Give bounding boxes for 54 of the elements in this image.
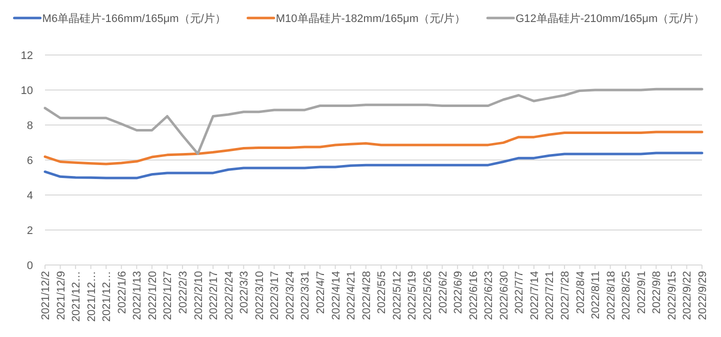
x-tick-label: 2021/12/2 xyxy=(40,271,52,320)
y-tick-label: 4 xyxy=(26,190,33,202)
x-tick-label: 2022/7/28 xyxy=(559,271,572,320)
x-tick-label: 2022/2/10 xyxy=(192,271,205,320)
y-tick-label: 0 xyxy=(26,260,33,272)
x-tick-label: 2022/5/12 xyxy=(391,271,404,320)
x-tick-label: 2022/1/6 xyxy=(116,271,128,314)
x-tick-label: 2022/6/16 xyxy=(468,271,480,320)
x-tick-label: 2022/1/20 xyxy=(146,271,159,320)
x-tick-label: 2022/8/18 xyxy=(605,271,618,320)
x-tick-label: 2022/5/26 xyxy=(422,271,434,320)
x-tick-label: 2022/4/21 xyxy=(346,271,358,320)
x-tick-label: 2022/5/5 xyxy=(376,271,388,314)
x-tick-label: 2022/4/28 xyxy=(360,271,373,320)
x-tick-label: 2022/8/4 xyxy=(574,271,587,314)
x-tick-label: 2021/12… xyxy=(86,271,98,322)
x-tick-label: 2022/2/24 xyxy=(223,271,236,320)
x-tick-label: 2022/6/30 xyxy=(498,271,510,320)
y-tick-label: 6 xyxy=(26,155,33,167)
x-tick-label: 2022/9/29 xyxy=(697,271,709,320)
x-tick-label: 2022/3/31 xyxy=(300,271,312,320)
x-tick-label: 2022/9/1 xyxy=(636,271,648,314)
x-tick-label: 2021/12… xyxy=(70,271,83,322)
x-tick-label: 2022/6/9 xyxy=(452,271,465,314)
legend-label: M10单晶硅片-182mm/165μm（元/片） xyxy=(276,12,466,25)
x-tick-label: 2022/1/27 xyxy=(162,271,174,320)
x-tick-label: 2022/6/2 xyxy=(437,271,450,314)
x-tick-label: 2022/9/22 xyxy=(682,271,694,320)
x-tick-label: 2022/4/7 xyxy=(315,271,328,314)
x-tick-label: 2022/3/17 xyxy=(269,271,282,320)
x-tick-label: 2022/9/15 xyxy=(666,271,678,320)
y-tick-label: 12 xyxy=(20,50,33,62)
x-tick-label: 2022/7/7 xyxy=(514,271,526,314)
y-tick-label: 8 xyxy=(26,120,33,132)
x-tick-label: 2022/8/11 xyxy=(590,271,602,320)
x-tick-label: 2022/7/21 xyxy=(544,271,556,320)
x-tick-label: 2022/3/3 xyxy=(238,271,251,314)
x-tick-label: 2021/12/9 xyxy=(55,271,68,320)
x-tick-label: 2022/2/3 xyxy=(178,271,190,314)
x-tick-label: 2022/3/24 xyxy=(284,271,296,320)
legend-label: G12单晶硅片-210mm/165μm（元/片） xyxy=(516,12,705,25)
x-tick-label: 2022/9/8 xyxy=(651,271,664,314)
x-tick-label: 2022/7/14 xyxy=(528,271,541,320)
x-tick-label: 2021/12… xyxy=(101,271,114,322)
x-tick-label: 2022/1/13 xyxy=(132,271,144,320)
legend-label: M6单晶硅片-166mm/165μm（元/片） xyxy=(42,12,226,25)
x-tick-label: 2022/4/14 xyxy=(330,271,342,320)
x-tick-label: 2022/3/10 xyxy=(254,271,266,320)
x-tick-label: 2022/5/19 xyxy=(406,271,419,320)
x-tick-label: 2022/2/17 xyxy=(208,271,220,320)
y-tick-label: 10 xyxy=(20,85,33,97)
x-tick-label: 2022/6/23 xyxy=(483,271,496,320)
x-tick-label: 2022/8/25 xyxy=(620,271,633,320)
y-tick-label: 2 xyxy=(26,225,33,237)
